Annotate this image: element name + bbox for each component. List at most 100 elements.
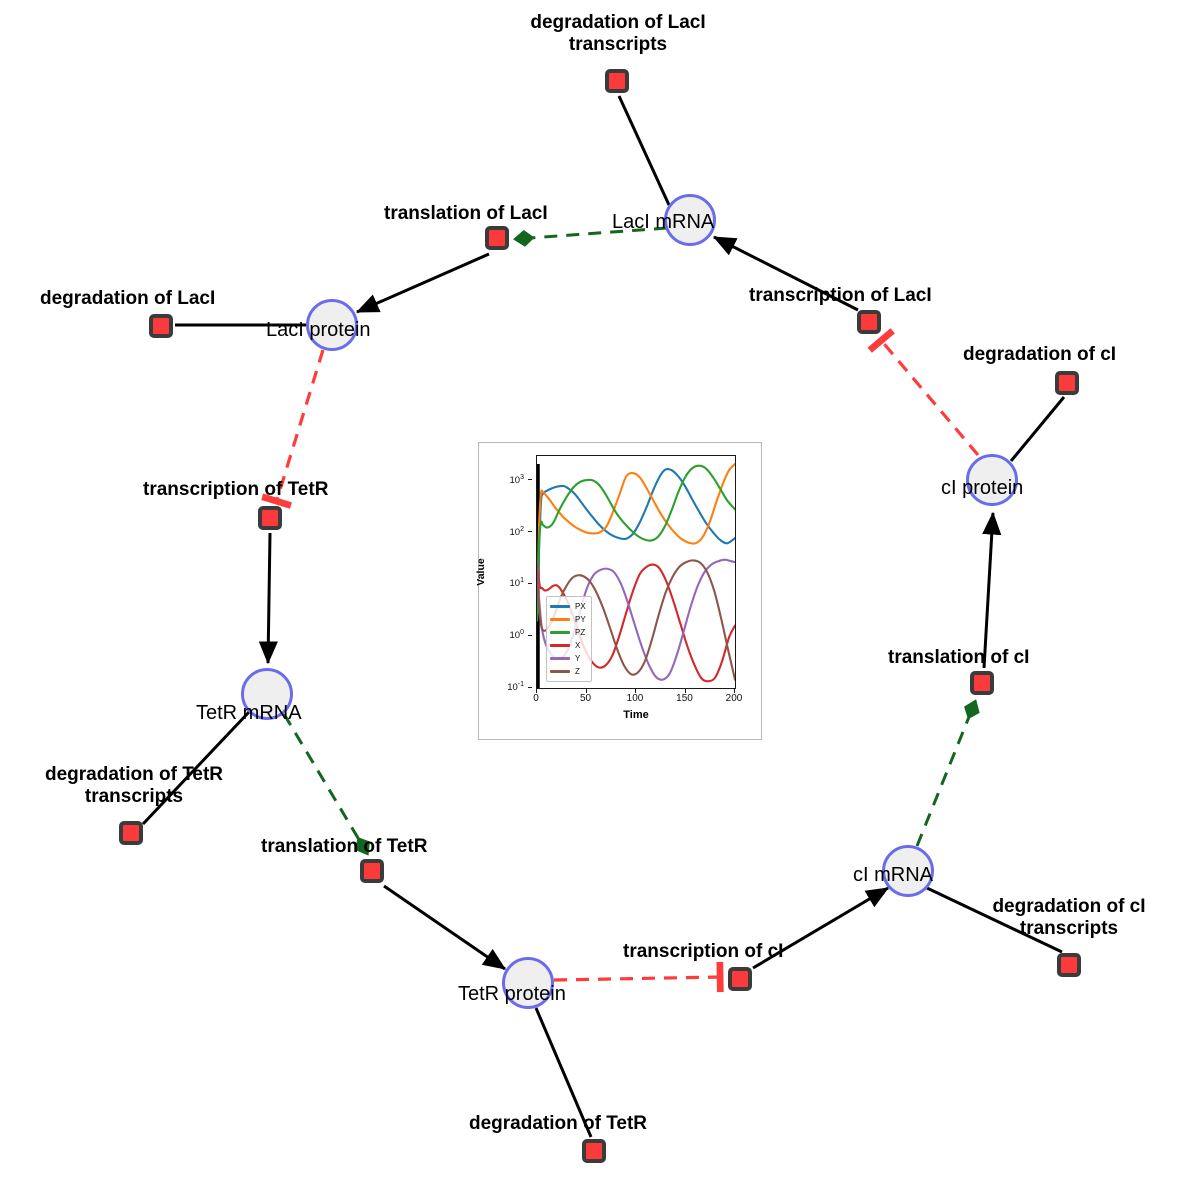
plot-y-tick-mark [528,686,532,688]
reaction-label-degradation-of-tetr-transcripts: degradation of TetR transcripts [44,764,224,807]
legend-swatch [550,644,570,647]
edge-tetr-mrna-catalyses-translation [282,713,370,856]
reaction-label-transcription-of-ci: transcription of cI [623,941,784,962]
plot-y-ticks: 10-1 100 101 102 103 [479,455,532,693]
reaction-node-transcription-of-laci[interactable] [857,310,881,334]
reaction-node-degradation-of-ci-transcripts[interactable] [1057,953,1081,977]
edge-tetr-transcription-to-tetr-mrna [258,532,278,665]
plot-legend: PX PY PZ X Y Z [546,596,592,682]
plot-series-pz [537,464,735,622]
plot-x-tick-label: 0 [533,693,539,704]
plot-series-layer [537,462,735,688]
edge-translation-to-tetr-protein [383,884,506,971]
species-node-laci-protein[interactable] [306,299,358,351]
plot-y-tick-label: 101 [509,577,524,590]
reaction-node-transcription-of-ci[interactable] [728,967,752,991]
edge-ci-mrna-catalyses-translation [915,699,980,847]
plot-x-tick-label: 50 [579,693,592,704]
reaction-label-transcription-of-tetr: transcription of TetR [143,479,329,500]
plot-y-tick-mark [528,582,532,584]
plot-x-tick-label: 150 [676,693,693,704]
species-label-tetr-mrna: TetR mRNA [196,702,302,724]
legend-entry-y: Y [550,652,586,665]
edge-ci-mrna-to-degradation [926,886,1063,954]
plot-x-tick-mark [684,689,686,693]
legend-swatch [550,605,570,608]
species-label-laci-mrna: LacI mRNA [612,211,715,233]
edge-tetr-protein-to-degradation [534,1007,593,1138]
plot-x-tick-mark [536,689,537,693]
legend-label: X [575,641,581,650]
legend-entry-py: PY [550,613,586,626]
legend-entry-pz: PZ [550,626,586,639]
timecourse-inset-plot: Value 10-1 100 101 102 103 PX PY PZ X Y Z 0 50 100 1… [475,442,762,740]
plot-y-tick-label: 10-1 [507,680,524,694]
plot-axes-frame: PX PY PZ X Y Z [536,455,736,689]
species-node-tetr-mrna[interactable] [241,668,293,720]
reaction-node-degradation-of-laci-transcripts[interactable] [605,69,629,93]
reaction-node-degradation-of-tetr[interactable] [582,1139,606,1163]
species-node-ci-protein[interactable] [966,454,1018,506]
plot-y-tick-label: 102 [509,525,524,538]
legend-swatch [550,657,570,660]
plot-y-tick-mark [528,634,532,636]
edge-ci-protein-to-degradation [1009,396,1066,462]
edge-translation-to-laci-protein [355,252,490,314]
legend-swatch [550,670,570,673]
reaction-label-degradation-of-laci-transcripts: degradation of LacI transcripts [530,12,706,55]
edge-laci-mrna-to-degradation [617,95,671,206]
reaction-label-translation-of-ci: translation of cI [888,647,1030,668]
species-node-laci-mrna[interactable] [664,194,716,246]
plot-x-tick-mark [585,689,587,693]
plot-series-py [537,462,735,622]
species-label-tetr-protein: TetR protein [458,983,566,1005]
reaction-label-degradation-of-ci: degradation of cI [963,344,1117,365]
legend-label: Y [575,654,581,663]
legend-entry-z: Z [550,665,586,678]
edge-laci-mrna-catalyses-translation [513,226,668,247]
species-node-tetr-protein[interactable] [502,957,554,1009]
edge-ci-transcription-to-ci-mrna [752,886,890,970]
edge-ci-protein-inhibits-laci-transcription [867,328,980,457]
plot-x-tick-mark [734,689,735,693]
legend-label: PZ [575,628,586,637]
plot-x-tick-label: 100 [626,693,644,704]
edge-tetr-mrna-to-degradation [141,710,251,826]
reaction-node-translation-of-laci[interactable] [485,226,509,250]
reaction-node-translation-of-tetr[interactable] [360,859,384,883]
edge-translation-to-ci-protein [982,511,1002,669]
legend-label: Z [575,667,580,676]
reaction-node-degradation-of-ci[interactable] [1055,371,1079,395]
reaction-node-transcription-of-tetr[interactable] [258,506,282,530]
legend-entry-px: PX [550,600,586,613]
legend-label: PY [575,615,586,624]
reaction-node-degradation-of-laci[interactable] [149,314,173,338]
plot-x-tick-label: 200 [725,693,743,704]
legend-swatch [550,618,570,621]
plot-x-axis-label: Time [623,709,649,721]
legend-swatch [550,631,570,634]
plot-y-tick-label: 103 [509,473,524,486]
reaction-node-translation-of-ci[interactable] [970,671,994,695]
reaction-label-degradation-of-laci: degradation of LacI [40,288,216,309]
plot-y-tick-mark [528,531,532,533]
edge-laci-transcription-to-laci-mrna [712,235,859,312]
species-node-ci-mrna[interactable] [882,845,934,897]
reaction-node-degradation-of-tetr-transcripts[interactable] [119,821,143,845]
reaction-label-degradation-of-tetr: degradation of TetR [469,1113,648,1134]
species-label-ci-protein: cI protein [941,477,1024,499]
plot-x-tick-mark [635,689,636,693]
edge-laci-protein-inhibits-tetr-transcription [261,349,325,509]
reaction-label-degradation-of-ci-transcripts: degradation of cI transcripts [992,896,1146,939]
species-label-ci-mrna: cI mRNA [853,864,933,886]
species-label-laci-protein: LacI protein [266,319,371,341]
reaction-label-transcription-of-laci: transcription of LacI [749,285,932,306]
reaction-label-translation-of-tetr: translation of TetR [261,836,428,857]
plot-y-tick-mark [528,479,532,481]
legend-label: PX [575,602,586,611]
plot-series-px [537,467,735,622]
edge-tetr-protein-inhibits-ci-transcription [553,961,724,993]
reaction-label-translation-of-laci: translation of LacI [384,203,548,224]
